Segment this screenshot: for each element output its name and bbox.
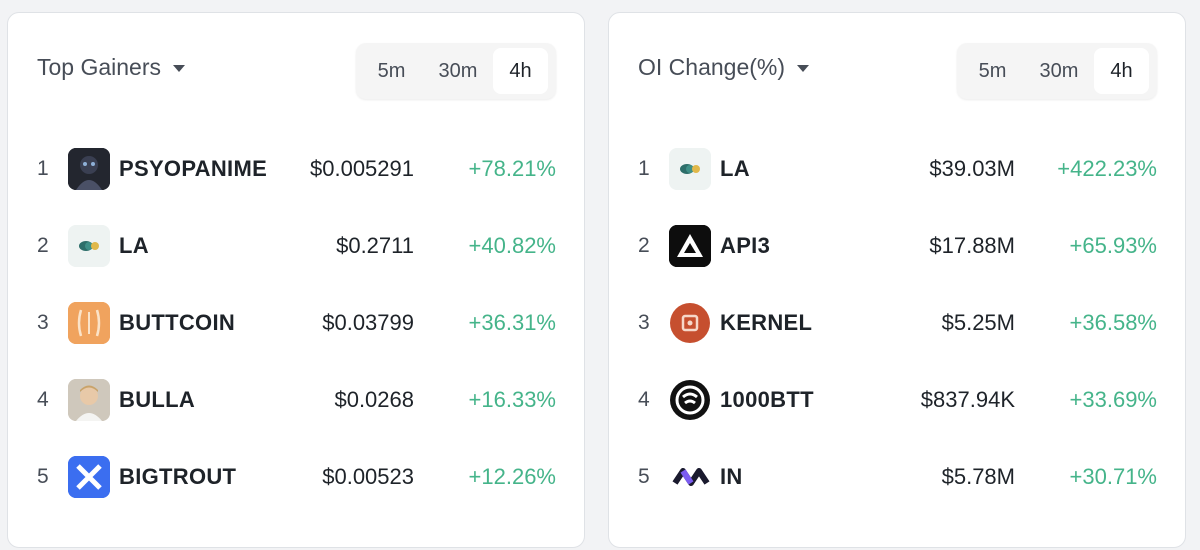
- in-logo-icon: [669, 456, 711, 498]
- top-gainers-dropdown[interactable]: Top Gainers: [37, 54, 186, 81]
- rank-number: 1: [638, 157, 650, 180]
- token-symbol: 1000BTT: [720, 387, 814, 412]
- card-header: OI Change(%) 5m 30m 4h: [609, 43, 1185, 99]
- rank-number: 5: [37, 465, 49, 488]
- list-item[interactable]: 1 PSYOPANIME $0.005291 +78.21%: [8, 146, 584, 192]
- open-interest-value: $39.03M: [929, 156, 1015, 181]
- rank-number: 3: [638, 311, 650, 334]
- kernel-logo-icon: [669, 302, 711, 344]
- timeframe-4h-button[interactable]: 4h: [493, 48, 548, 94]
- token-price: $0.0268: [334, 387, 414, 412]
- list-item[interactable]: 1 LA $39.03M +422.23%: [609, 146, 1185, 192]
- token-change: +40.82%: [468, 233, 556, 258]
- open-interest-value: $5.78M: [941, 464, 1015, 489]
- token-symbol: PSYOPANIME: [119, 156, 268, 181]
- oi-change: +422.23%: [1057, 156, 1157, 181]
- list-item[interactable]: 5 IN $5.78M +30.71%: [609, 454, 1185, 500]
- card-title-label: Top Gainers: [37, 54, 162, 80]
- top-gainers-card: Top Gainers 5m 30m 4h 1 PSYOPANIME $0.00…: [7, 12, 585, 548]
- token-change: +78.21%: [468, 156, 556, 181]
- timeframe-5m-button[interactable]: 5m: [978, 59, 1007, 82]
- token-price: $0.005291: [310, 156, 414, 181]
- list-item[interactable]: 2 API3 $17.88M +65.93%: [609, 223, 1185, 269]
- psyopanime-avatar-icon: [68, 148, 110, 190]
- rank-number: 4: [638, 388, 650, 411]
- rank-number: 5: [638, 465, 650, 488]
- card-header: Top Gainers 5m 30m 4h: [8, 43, 584, 99]
- rank-number: 4: [37, 388, 49, 411]
- token-symbol: BIGTROUT: [119, 464, 237, 489]
- token-symbol: BULLA: [119, 387, 196, 412]
- oi-change: +30.71%: [1069, 464, 1157, 489]
- list-item[interactable]: 4 1000BTT $837.94K +33.69%: [609, 377, 1185, 423]
- token-symbol: API3: [720, 233, 771, 258]
- token-change: +12.26%: [468, 464, 556, 489]
- timeframe-30m-button[interactable]: 30m: [1039, 59, 1079, 82]
- card-title-label: OI Change(%): [638, 54, 786, 80]
- timeframe-selector: 5m 30m 4h: [356, 43, 556, 99]
- timeframe-30m-button[interactable]: 30m: [438, 59, 478, 82]
- la-logo-icon: [68, 225, 110, 267]
- timeframe-selector: 5m 30m 4h: [957, 43, 1157, 99]
- oi-change: +36.58%: [1069, 310, 1157, 335]
- list-item[interactable]: 3 BUTTCOIN $0.03799 +36.31%: [8, 300, 584, 346]
- token-symbol: LA: [119, 233, 149, 258]
- token-symbol: LA: [720, 156, 750, 181]
- oi-change: +65.93%: [1069, 233, 1157, 258]
- token-symbol: IN: [720, 464, 743, 489]
- timeframe-4h-button[interactable]: 4h: [1094, 48, 1149, 94]
- caret-down-icon: [797, 65, 810, 72]
- open-interest-value: $17.88M: [929, 233, 1015, 258]
- caret-down-icon: [173, 65, 186, 72]
- token-symbol: KERNEL: [720, 310, 813, 335]
- list-item[interactable]: 3 KERNEL $5.25M +36.58%: [609, 300, 1185, 346]
- token-change: +36.31%: [468, 310, 556, 335]
- open-interest-value: $837.94K: [920, 387, 1015, 412]
- open-interest-value: $5.25M: [941, 310, 1015, 335]
- rank-number: 3: [37, 311, 49, 334]
- list-item[interactable]: 4 BULLA $0.0268 +16.33%: [8, 377, 584, 423]
- oi-change-card: OI Change(%) 5m 30m 4h 1 LA $39.03M +422…: [608, 12, 1186, 548]
- token-symbol: BUTTCOIN: [119, 310, 236, 335]
- timeframe-5m-button[interactable]: 5m: [377, 59, 406, 82]
- token-change: +16.33%: [468, 387, 556, 412]
- btt-logo-icon: [669, 379, 711, 421]
- token-price: $0.2711: [336, 233, 414, 258]
- api3-logo-icon: [669, 225, 711, 267]
- rank-number: 2: [638, 234, 650, 257]
- list-item[interactable]: 5 BIGTROUT $0.00523 +12.26%: [8, 454, 584, 500]
- rank-number: 1: [37, 157, 49, 180]
- list-item[interactable]: 2 LA $0.2711 +40.82%: [8, 223, 584, 269]
- bulla-avatar-icon: [68, 379, 110, 421]
- oi-change-dropdown[interactable]: OI Change(%): [638, 54, 810, 81]
- bigtrout-logo-icon: [68, 456, 110, 498]
- buttcoin-logo-icon: [68, 302, 110, 344]
- token-price: $0.00523: [322, 464, 414, 489]
- token-price: $0.03799: [322, 310, 414, 335]
- la-logo-icon: [669, 148, 711, 190]
- oi-change: +33.69%: [1069, 387, 1157, 412]
- rank-number: 2: [37, 234, 49, 257]
